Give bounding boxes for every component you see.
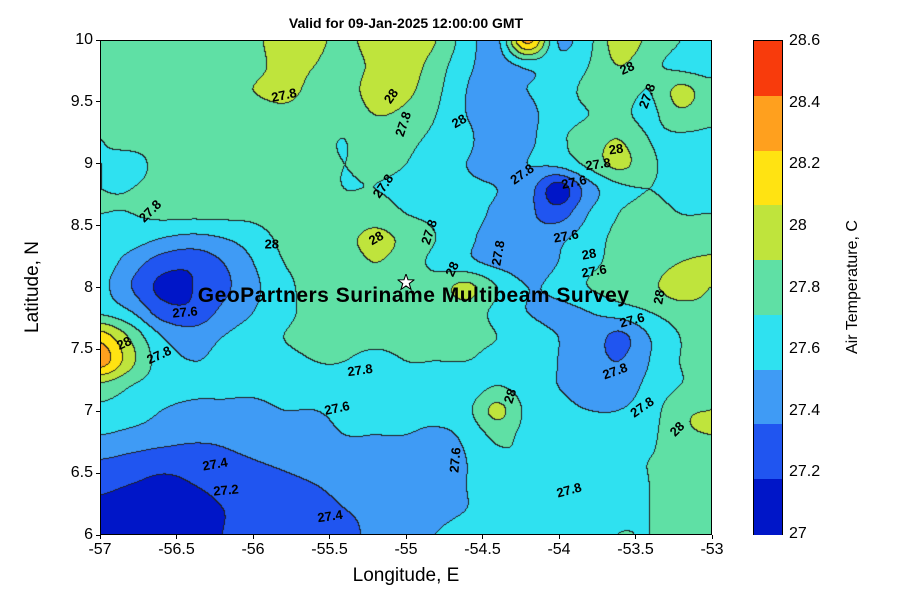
y-tick-label: 6 xyxy=(84,526,93,543)
colorbar-tick-label: 27.4 xyxy=(789,401,821,419)
x-tick-label: -56.5 xyxy=(158,541,195,558)
colorbar-tick-label: 27.2 xyxy=(789,463,821,481)
y-tick-label: 7 xyxy=(84,402,93,420)
x-tick-mark xyxy=(558,535,560,539)
colorbar-tick-label: 28.4 xyxy=(789,93,821,111)
colorbar-label: Air Temperature, C xyxy=(844,220,861,354)
y-tick-label: 8.5 xyxy=(70,216,93,234)
colorbar-segment xyxy=(754,260,782,316)
y-tick-label: 9 xyxy=(84,154,93,172)
colorbar-segment xyxy=(754,150,782,206)
x-tick-label: -55 xyxy=(394,541,418,558)
colorbar-tick-label: 27.6 xyxy=(789,340,821,358)
x-tick-mark xyxy=(635,535,636,539)
contour-label: 27.2 xyxy=(212,481,240,499)
colorbar-segment xyxy=(754,314,782,371)
x-tick-mark xyxy=(252,535,254,539)
x-tick-mark xyxy=(482,535,483,539)
x-tick-mark xyxy=(405,535,407,539)
x-tick-label: -53 xyxy=(700,541,724,558)
y-tick-mark xyxy=(96,163,100,165)
x-tick-label: -54.5 xyxy=(464,541,501,558)
contour-label: 28 xyxy=(608,141,625,158)
colorbar-segment xyxy=(754,369,782,426)
x-tick-mark xyxy=(99,535,101,539)
y-axis-label: Latitude, N xyxy=(22,241,43,333)
y-tick-mark xyxy=(96,348,100,350)
x-tick-label: -56 xyxy=(241,541,265,558)
star-icon xyxy=(396,272,416,291)
x-tick-mark xyxy=(329,535,330,539)
colorbar-tick-label: 27.8 xyxy=(789,278,821,296)
survey-annotation: GeoPartners Suriname Multibeam Survey xyxy=(197,284,630,308)
y-tick-mark xyxy=(96,410,100,412)
y-tick-label: 7.5 xyxy=(70,340,93,358)
contour-map-canvas xyxy=(101,41,711,534)
x-tick-label: -57 xyxy=(88,541,112,558)
x-tick-mark xyxy=(176,535,177,539)
x-tick-mark xyxy=(711,535,713,539)
contour-label: 28 xyxy=(264,236,280,252)
x-tick-label: -55.5 xyxy=(311,541,348,558)
colorbar-segment xyxy=(754,205,782,261)
y-tick-mark xyxy=(96,101,100,103)
contour-label: 27.6 xyxy=(446,446,464,474)
x-axis-label: Longitude, E xyxy=(352,565,460,586)
colorbar-tick-label: 28.6 xyxy=(789,32,821,49)
contour-label: 28 xyxy=(650,288,668,306)
colorbar-segment xyxy=(754,424,782,480)
colorbar-segment xyxy=(754,479,782,535)
y-tick-mark xyxy=(96,39,100,41)
plot-area: GeoPartners Suriname Multibeam Survey 27… xyxy=(100,40,712,535)
y-tick-mark xyxy=(96,287,100,288)
contour-label: 27.6 xyxy=(171,303,199,321)
colorbar-tick-label: 28.2 xyxy=(789,155,821,173)
colorbar-tick-label: 28 xyxy=(789,216,807,234)
colorbar-tick-label: 27 xyxy=(789,525,807,542)
chart-title: Valid for 09-Jan-2025 12:00:00 GMT xyxy=(288,15,524,31)
colorbar-segment xyxy=(754,95,782,152)
y-tick-label: 9.5 xyxy=(70,92,93,110)
y-tick-mark xyxy=(96,472,100,474)
colorbar-segment xyxy=(754,41,782,97)
contour-label: 28 xyxy=(580,245,598,263)
x-tick-label: -53.5 xyxy=(617,541,654,558)
colorbar xyxy=(753,40,783,535)
y-tick-mark xyxy=(96,534,100,536)
y-tick-mark xyxy=(96,225,100,227)
star-marker xyxy=(396,272,416,296)
y-tick-label: 6.5 xyxy=(70,464,93,482)
y-tick-label: 8 xyxy=(84,278,93,296)
contour-label: 27.4 xyxy=(316,506,344,525)
y-tick-label: 10 xyxy=(75,31,93,48)
x-tick-label: -54 xyxy=(547,541,571,558)
